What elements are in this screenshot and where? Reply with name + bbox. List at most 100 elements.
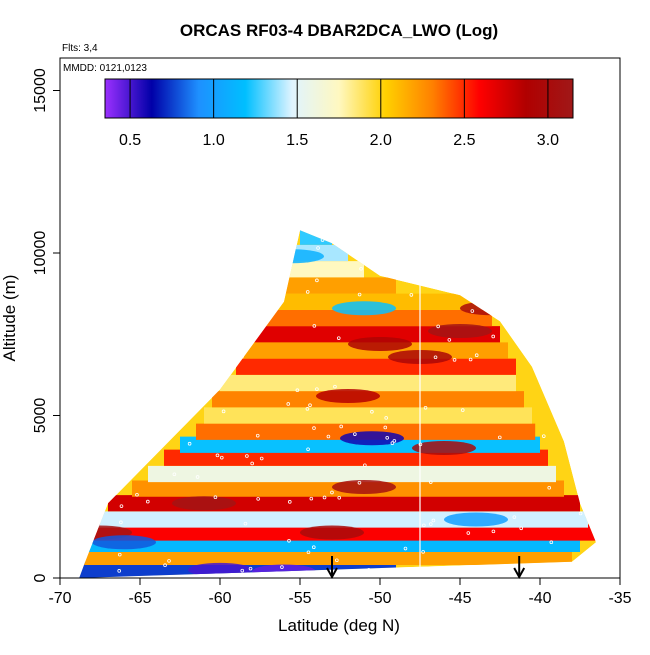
sample-point <box>436 324 440 329</box>
sample-point <box>466 531 471 535</box>
sample-point <box>295 388 300 393</box>
sample-point <box>541 434 546 438</box>
sample-point <box>403 546 408 551</box>
sample-point <box>216 314 221 319</box>
sample-point <box>305 290 310 294</box>
sample-point <box>221 409 226 414</box>
sample-point <box>248 566 253 571</box>
heatmap-bands <box>79 230 596 578</box>
sample-point <box>392 439 397 443</box>
x-tick-label: -70 <box>48 590 71 607</box>
sample-point <box>140 305 144 310</box>
sample-point <box>581 368 586 372</box>
y-tick-label: 10000 <box>32 231 49 276</box>
sample-point <box>336 336 341 340</box>
sample-point <box>119 520 123 525</box>
sample-point <box>197 323 201 328</box>
sample-point <box>312 426 316 430</box>
sample-point <box>428 480 433 484</box>
sample-point <box>326 434 331 439</box>
heatmap-band <box>148 465 556 483</box>
sample-point <box>460 408 465 412</box>
sample-point <box>286 402 291 406</box>
sample-point <box>366 567 371 572</box>
heatmap-patch <box>348 337 412 351</box>
sample-point <box>141 327 145 332</box>
heatmap-patch <box>92 535 156 550</box>
heatmap-band <box>276 277 396 294</box>
sample-point <box>92 443 97 448</box>
x-tick-label: -50 <box>368 590 391 607</box>
sample-point <box>79 318 83 322</box>
heatmap-patch <box>316 389 380 403</box>
heatmap-patch <box>332 301 396 316</box>
sample-point <box>108 454 112 459</box>
y-axis-label: Altitude (m) <box>0 275 19 362</box>
sample-point <box>578 511 583 516</box>
sample-point <box>540 329 544 334</box>
sample-point <box>315 387 319 391</box>
sample-point <box>117 552 122 557</box>
sample-point <box>452 358 457 362</box>
sample-point <box>421 550 425 554</box>
sample-point <box>316 246 320 250</box>
sample-point <box>276 253 280 257</box>
colorbar-tick-label: 0.5 <box>119 132 141 149</box>
heatmap-band <box>300 230 332 245</box>
sample-point <box>549 540 554 545</box>
sample-point <box>115 276 120 280</box>
plot-area <box>79 230 596 580</box>
sample-point <box>570 245 574 249</box>
sample-point <box>542 252 547 257</box>
sample-point <box>280 565 284 569</box>
heatmap-band <box>260 309 492 327</box>
heatmap-band <box>204 407 532 424</box>
sample-point <box>580 400 585 405</box>
heatmap-patch <box>444 512 508 527</box>
sample-point <box>116 260 120 264</box>
sample-point <box>409 293 414 297</box>
sample-point <box>428 522 433 526</box>
heatmap-patch <box>300 525 364 540</box>
heatmap-patch <box>332 480 396 494</box>
x-tick-label: -65 <box>128 590 151 607</box>
sample-point <box>224 309 228 314</box>
y-tick-label: 0 <box>32 573 49 582</box>
sample-point <box>240 568 245 573</box>
sample-point <box>431 518 436 523</box>
sample-point <box>385 436 390 440</box>
x-tick-label: -45 <box>448 590 471 607</box>
heatmap-patch <box>172 496 236 511</box>
sample-point <box>220 376 224 381</box>
heatmap-patch <box>460 301 524 316</box>
sample-point <box>195 292 200 297</box>
sample-point <box>362 238 366 242</box>
sample-point <box>87 523 91 528</box>
sample-point <box>357 292 362 297</box>
sample-point <box>560 364 564 369</box>
sample-point <box>114 275 119 280</box>
chart-title: ORCAS RF03-4 DBAR2DCA_LWO (Log) <box>180 21 498 40</box>
sample-point <box>512 515 517 519</box>
sample-point <box>164 239 168 244</box>
sample-point <box>106 323 110 327</box>
x-axis-label: Latitude (deg N) <box>278 616 400 635</box>
marker-arrow <box>513 556 526 580</box>
sample-point <box>101 450 106 454</box>
sample-point <box>79 453 82 458</box>
sample-point <box>306 447 310 452</box>
sample-point <box>121 238 126 242</box>
sample-point <box>305 407 310 411</box>
sample-point <box>213 495 218 500</box>
colorbar-gradient <box>104 78 574 119</box>
sample-point <box>422 523 426 528</box>
sample-point <box>309 496 314 501</box>
sample-point <box>519 526 524 531</box>
heatmap-patch <box>412 441 476 455</box>
sample-point <box>359 267 363 271</box>
sample-point <box>474 353 479 358</box>
sample-point <box>384 416 388 420</box>
sample-point <box>219 455 224 460</box>
sample-point <box>99 435 103 440</box>
